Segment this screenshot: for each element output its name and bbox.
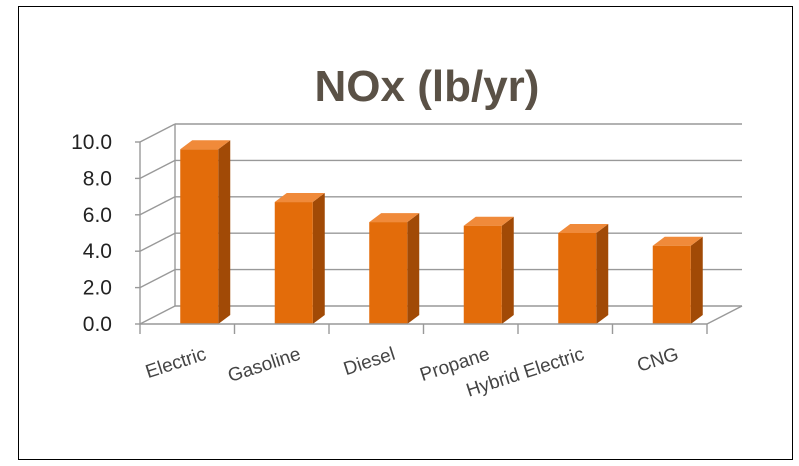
bar-front-4 — [558, 233, 597, 324]
x-tick-label-5: CNG — [635, 344, 682, 377]
y-tick-label-0: 0.0 — [83, 313, 112, 336]
bar-front-5 — [652, 245, 691, 324]
y-tick-label-2: 4.0 — [83, 240, 112, 263]
bar-5 — [652, 236, 703, 324]
bar-top-3 — [463, 216, 514, 226]
bar-front-2 — [369, 222, 408, 324]
gridlines — [139, 123, 742, 325]
bar-4 — [558, 224, 609, 324]
gridline-side-2 — [139, 232, 176, 252]
bar-side-3 — [501, 216, 514, 324]
gridline-side-4 — [139, 159, 176, 180]
bar-top-2 — [369, 213, 420, 223]
bar-0 — [180, 140, 231, 324]
gridline-side-3 — [139, 196, 176, 216]
gridline-side-0 — [139, 305, 176, 325]
bar-side-4 — [596, 224, 609, 324]
bar-side-2 — [407, 213, 420, 324]
bar-front-1 — [274, 202, 313, 324]
bar-side-5 — [690, 236, 703, 324]
y-tick-label-1: 2.0 — [83, 277, 112, 300]
bar-front-0 — [180, 149, 219, 324]
y-axis: 0.0 2.0 4.0 6.0 8.0 10.0 — [71, 131, 141, 336]
x-tick-label-1: Gasoline — [225, 344, 303, 387]
bar-side-0 — [218, 140, 231, 324]
y-tick-label-3: 6.0 — [83, 204, 112, 227]
floor-side-edge — [706, 305, 743, 325]
bar-top-5 — [652, 236, 703, 246]
bar-side-1 — [312, 193, 325, 324]
bar-top-0 — [180, 140, 231, 150]
bar-1 — [274, 193, 325, 324]
chart-title: NOx (lb/yr) — [315, 62, 540, 111]
gridline-side-1 — [139, 268, 176, 289]
x-tick-label-2: Diesel — [341, 344, 398, 380]
bar-3 — [463, 216, 514, 324]
bar-top-4 — [558, 224, 609, 233]
x-tick-label-0: Electric — [143, 344, 209, 383]
gridline-side-5 — [139, 123, 176, 143]
bar-top-1 — [274, 193, 325, 203]
y-tick-label-4: 8.0 — [83, 167, 112, 190]
bars — [180, 140, 703, 324]
bar-2 — [369, 213, 420, 324]
bar-front-3 — [463, 225, 502, 324]
y-tick-label-5: 10.0 — [71, 131, 112, 154]
